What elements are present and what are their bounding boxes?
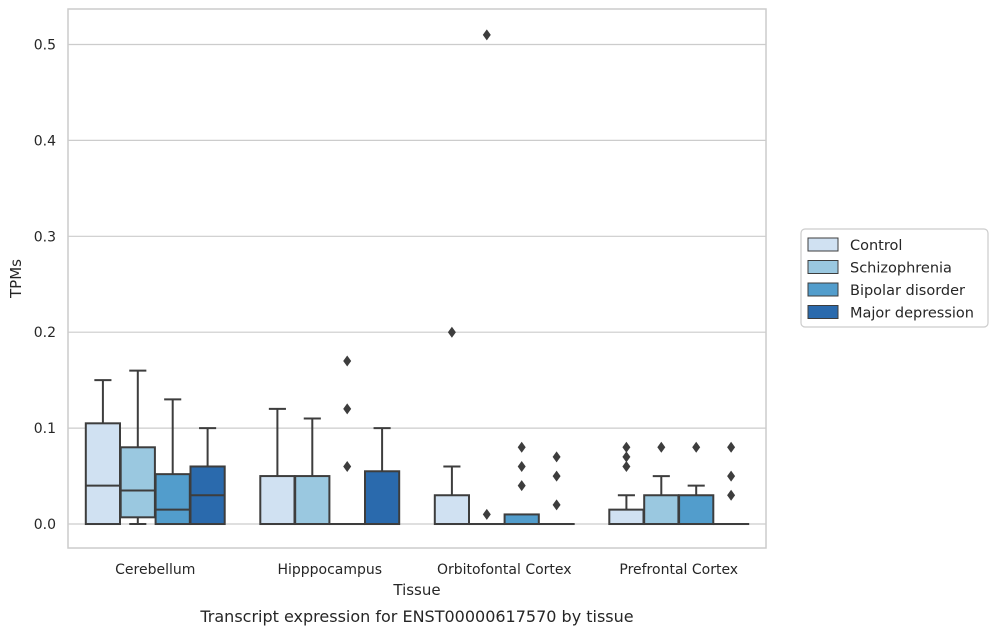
box-body bbox=[363, 470, 401, 526]
box-body bbox=[643, 494, 680, 526]
box-major-depression bbox=[363, 427, 401, 526]
box-control bbox=[433, 326, 471, 526]
x-tick-label: Prefrontal Cortex bbox=[619, 562, 738, 578]
box-control bbox=[84, 379, 122, 526]
legend-item: Control bbox=[807, 237, 902, 254]
box-body bbox=[294, 475, 331, 526]
legend-label: Major depression bbox=[850, 306, 974, 322]
outlier-point bbox=[447, 326, 456, 338]
y-tick-label: 0.4 bbox=[34, 133, 56, 149]
outlier-point bbox=[482, 29, 491, 41]
legend-label: Schizophrenia bbox=[850, 261, 952, 277]
outlier-point bbox=[622, 460, 631, 472]
outlier-point bbox=[622, 441, 631, 453]
box-bipolar-disorder bbox=[503, 441, 540, 526]
legend-frame bbox=[800, 228, 989, 328]
box-body bbox=[119, 446, 156, 519]
outlier-point bbox=[343, 403, 352, 415]
box-schizophrenia bbox=[468, 29, 505, 526]
x-tick-label: Orbitofontal Cortex bbox=[437, 562, 572, 578]
legend-item: Bipolar disorder bbox=[807, 282, 965, 299]
outlier-point bbox=[692, 441, 701, 453]
y-tick-label: 0.5 bbox=[34, 37, 56, 53]
box-schizophrenia bbox=[643, 441, 680, 526]
outlier-point bbox=[727, 489, 736, 501]
outlier-point bbox=[727, 441, 736, 453]
legend-swatch bbox=[807, 282, 839, 297]
y-tick-label: 0.3 bbox=[34, 229, 56, 245]
box-bipolar-disorder bbox=[678, 441, 715, 526]
box-body bbox=[154, 473, 191, 526]
box-bipolar-disorder bbox=[329, 355, 366, 526]
box-body bbox=[503, 513, 540, 526]
outlier-point bbox=[552, 499, 561, 511]
boxes bbox=[84, 29, 750, 526]
plot-frame bbox=[67, 8, 767, 549]
y-tick-label: 0.2 bbox=[34, 325, 56, 341]
legend-swatch bbox=[807, 260, 839, 274]
legend-label: Bipolar disorder bbox=[850, 283, 965, 299]
box-major-depression bbox=[538, 451, 575, 526]
legend: Control Schizophrenia Bipolar disorder Majo… bbox=[800, 228, 989, 328]
box-body bbox=[259, 475, 296, 526]
legend-item: Major depression bbox=[807, 305, 974, 322]
outlier-point bbox=[517, 441, 526, 453]
chart-caption: Transcript expression for ENST0000061757… bbox=[199, 607, 633, 626]
outlier-point bbox=[727, 470, 736, 482]
box-schizophrenia bbox=[119, 369, 156, 526]
outlier-point bbox=[657, 441, 666, 453]
x-tick-label: Hipppocampus bbox=[277, 562, 382, 578]
x-axis-label: Tissue bbox=[392, 581, 440, 599]
box-major-depression bbox=[189, 427, 226, 526]
legend-item: Schizophrenia bbox=[807, 260, 952, 277]
outlier-point bbox=[343, 460, 352, 472]
box-control bbox=[608, 441, 645, 526]
legend-label: Control bbox=[850, 238, 902, 254]
outlier-point bbox=[622, 451, 631, 463]
outlier-point bbox=[517, 460, 526, 472]
y-axis-label: TPMs bbox=[7, 259, 25, 299]
x-tick-label: Cerebellum bbox=[115, 562, 195, 578]
box-schizophrenia bbox=[294, 417, 331, 526]
legend-swatch bbox=[807, 237, 839, 252]
y-tick-label: 0.0 bbox=[34, 517, 56, 533]
box-body bbox=[608, 508, 645, 526]
box-bipolar-disorder bbox=[154, 398, 191, 526]
x-tick-labels: Cerebellum Hipppocampus Orbitofontal Corte… bbox=[115, 562, 738, 578]
outlier-point bbox=[343, 355, 352, 367]
box-control bbox=[259, 407, 296, 526]
box-body bbox=[84, 422, 122, 526]
y-tick-label: 0.1 bbox=[34, 421, 56, 437]
box-body bbox=[433, 494, 471, 526]
box-major-depression bbox=[712, 441, 750, 526]
legend-swatch bbox=[807, 305, 839, 319]
outlier-point bbox=[552, 470, 561, 482]
outlier-point bbox=[517, 480, 526, 492]
outlier-point bbox=[552, 451, 561, 463]
box-body bbox=[678, 494, 715, 526]
y-tick-labels: 0.0 0.1 0.2 0.3 0.4 0.5 bbox=[34, 37, 56, 533]
outlier-point bbox=[482, 508, 491, 520]
